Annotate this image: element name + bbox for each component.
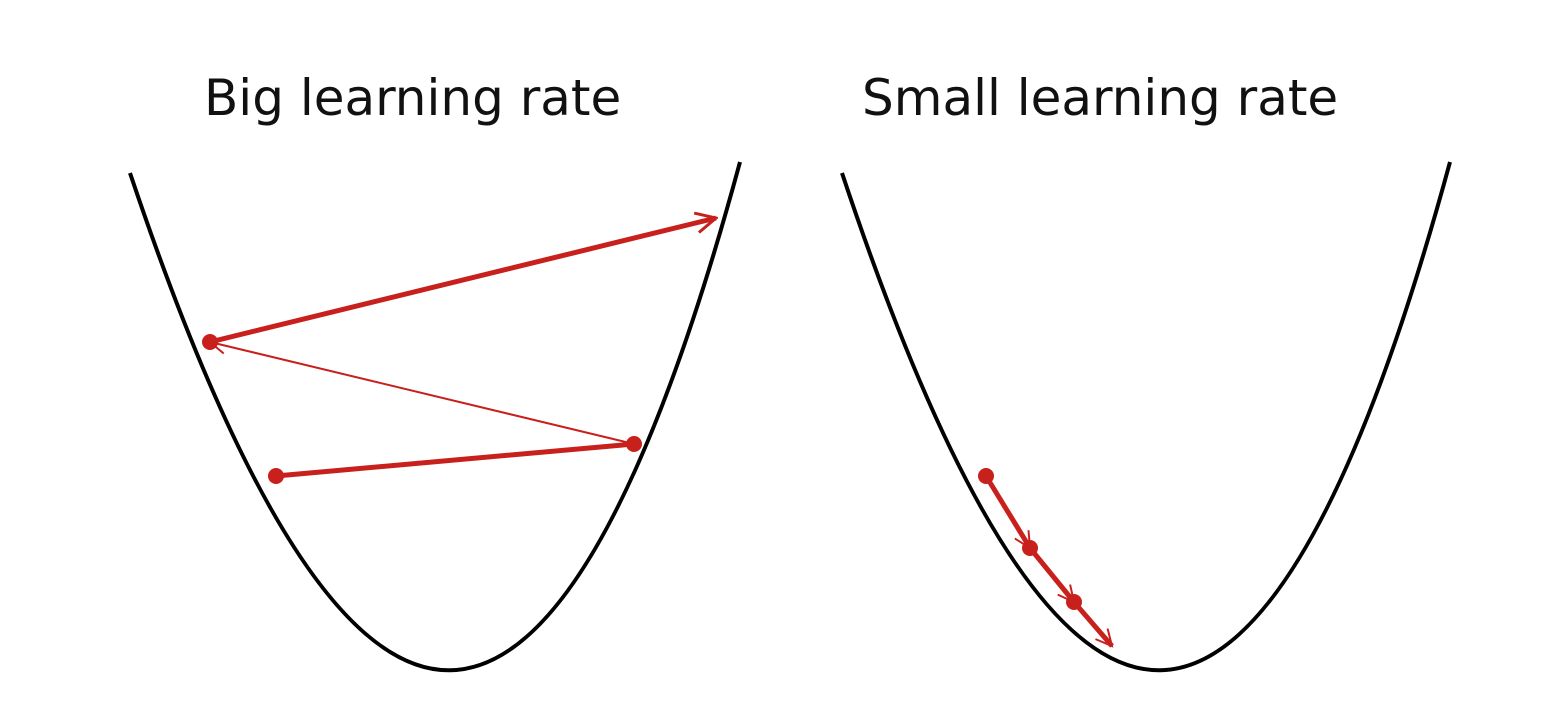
loss-curve-big [128,161,742,673]
loss-curve-small [840,161,1452,673]
small-step-arrow-2 [1028,546,1076,602]
big-learning-rate-panel [128,161,742,673]
small-learning-rate-panel [840,161,1452,673]
step-point [626,436,642,452]
step-point [268,468,284,484]
small-step-point [1022,540,1038,556]
small-step-point [1066,594,1082,610]
small-step-point [978,468,994,484]
step-arrow-3 [209,218,716,345]
small-learning-rate-title: Small learning rate [862,69,1339,127]
step-arrow-2 [210,342,635,445]
small-step-arrow-1 [983,474,1033,548]
step-arrow-1 [275,441,635,479]
big-learning-rate-title: Big learning rate [204,69,622,127]
small-step-arrow-3 [1072,600,1114,646]
step-point [202,334,218,350]
